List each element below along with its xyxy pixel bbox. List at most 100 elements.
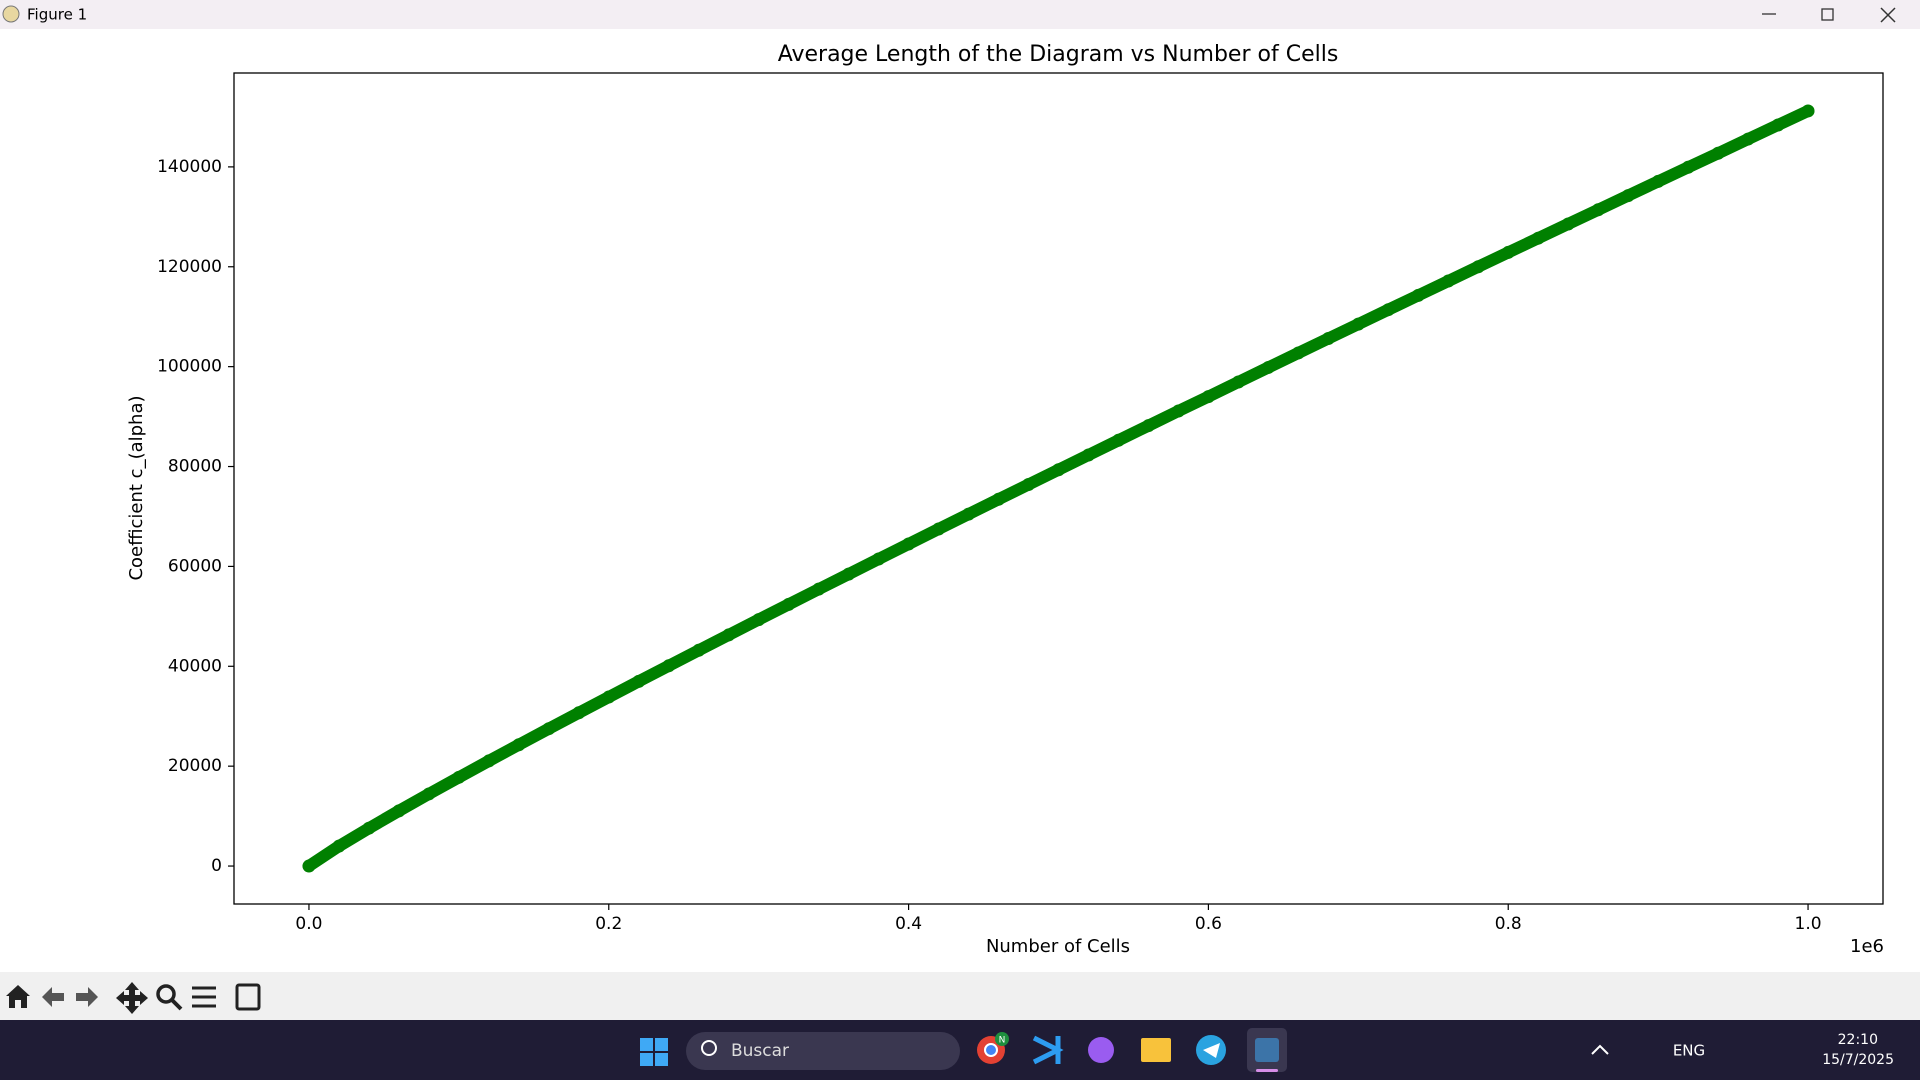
point xyxy=(1171,404,1185,418)
point xyxy=(632,674,646,688)
x-offset-text: 1e6 xyxy=(1850,936,1884,957)
app-icon xyxy=(2,5,20,23)
clock-time[interactable]: 22:10 xyxy=(1838,1032,1878,1048)
point xyxy=(542,722,556,736)
home-button[interactable] xyxy=(6,985,30,1008)
chart-title: Average Length of the Diagram vs Number … xyxy=(778,42,1339,67)
point xyxy=(1651,174,1665,188)
point xyxy=(1741,132,1755,146)
axes-frame xyxy=(233,72,1884,905)
x-tick-label: 1.0 xyxy=(1795,914,1822,934)
point xyxy=(572,706,586,720)
point xyxy=(902,537,916,551)
y-tick-label: 100000 xyxy=(157,357,222,377)
point xyxy=(1351,317,1365,331)
window-title: Figure 1 xyxy=(27,6,87,24)
x-axis-label: Number of Cells xyxy=(986,936,1130,957)
point xyxy=(932,522,946,536)
point xyxy=(1681,160,1695,174)
y-tick-label: 20000 xyxy=(168,756,222,776)
point xyxy=(1441,274,1455,288)
start-tile xyxy=(655,1053,668,1066)
restore-button[interactable] xyxy=(1821,8,1834,21)
point xyxy=(332,839,346,853)
point xyxy=(512,738,526,752)
start-tile xyxy=(640,1038,653,1051)
telegram-plane xyxy=(1203,1043,1220,1058)
point xyxy=(1591,203,1605,217)
save-button[interactable] xyxy=(235,983,261,1011)
explorer-icon[interactable] xyxy=(1141,1038,1171,1062)
point xyxy=(1531,231,1545,245)
x-tick-label: 0.8 xyxy=(1495,914,1522,934)
point xyxy=(1201,390,1215,404)
point xyxy=(1471,260,1485,274)
close-button[interactable] xyxy=(1880,7,1896,23)
vscode-icon[interactable] xyxy=(1032,1035,1064,1065)
point xyxy=(1501,245,1515,259)
y-tick-label: 0 xyxy=(211,856,222,876)
pan-button[interactable] xyxy=(116,982,148,1014)
point xyxy=(1801,104,1815,118)
y-tick-label: 80000 xyxy=(168,457,222,477)
point xyxy=(1111,433,1125,447)
point-trail xyxy=(302,104,1815,873)
search-icon xyxy=(701,1040,717,1056)
point xyxy=(692,643,706,657)
y-tick-label: 140000 xyxy=(157,157,222,177)
active-indicator xyxy=(1256,1069,1278,1072)
x-tick-label: 0.2 xyxy=(595,914,622,934)
point xyxy=(1771,118,1785,132)
taskbar xyxy=(0,1020,1920,1080)
point xyxy=(962,507,976,521)
start-tile xyxy=(655,1038,668,1051)
point xyxy=(992,492,1006,506)
point xyxy=(872,552,886,566)
point xyxy=(1081,448,1095,462)
point xyxy=(1052,463,1065,477)
tray-overflow[interactable] xyxy=(1591,1044,1609,1055)
x-tick-label: 0.4 xyxy=(895,914,922,934)
back-button[interactable] xyxy=(42,987,64,1007)
point xyxy=(1261,360,1275,374)
point xyxy=(1231,375,1245,389)
point xyxy=(812,582,826,596)
search-text: Buscar xyxy=(731,1041,789,1061)
point xyxy=(1411,288,1425,302)
point xyxy=(1711,146,1725,160)
zoom-handle xyxy=(170,998,183,1011)
chrome-badge-dot xyxy=(995,1032,1009,1046)
y-axis-label: Coefficient c_(alpha) xyxy=(126,395,147,580)
start-tile xyxy=(640,1053,653,1066)
point xyxy=(1141,419,1155,433)
x-tick-label: 0.0 xyxy=(295,914,322,934)
point xyxy=(362,821,376,835)
point xyxy=(662,659,676,673)
search-box[interactable] xyxy=(686,1032,960,1070)
point xyxy=(1561,217,1575,231)
y-tick-label: 60000 xyxy=(168,556,222,576)
point xyxy=(452,770,466,784)
start-button[interactable] xyxy=(640,1038,668,1066)
clock-date[interactable]: 15/7/2025 xyxy=(1822,1052,1894,1068)
toolbar xyxy=(0,972,1920,1020)
point xyxy=(302,859,316,873)
chrome-badge: N xyxy=(999,1036,1006,1046)
zoom-button[interactable] xyxy=(156,984,176,1004)
language[interactable]: ENG xyxy=(1673,1042,1705,1060)
point xyxy=(1321,332,1335,346)
point xyxy=(422,787,436,801)
point xyxy=(1621,189,1635,203)
y-tick-label: 120000 xyxy=(157,257,222,277)
point xyxy=(482,754,496,768)
point xyxy=(722,628,736,642)
point xyxy=(782,597,796,611)
copilot-icon[interactable] xyxy=(1088,1037,1114,1063)
configure-button[interactable] xyxy=(192,986,216,1008)
forward-button[interactable] xyxy=(76,987,98,1007)
toolbar-icons xyxy=(6,982,261,1014)
point xyxy=(1291,346,1305,360)
